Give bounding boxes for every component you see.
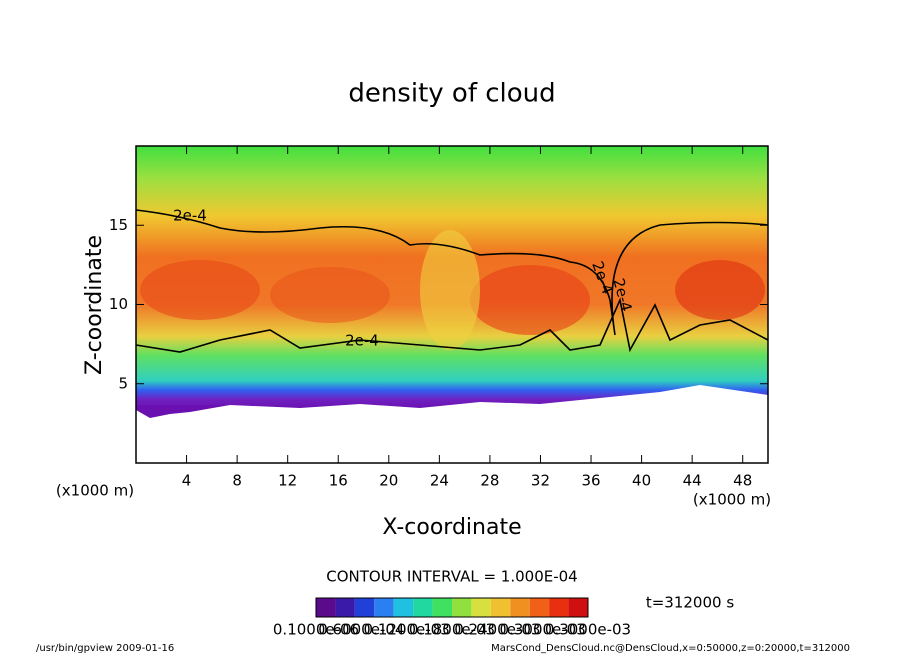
y-tick-label: 5 bbox=[118, 374, 128, 392]
colorbar-swatch bbox=[549, 598, 569, 617]
colorbar-label: 0.3000e-03 bbox=[545, 621, 631, 639]
x-axis-label: X-coordinate bbox=[382, 515, 521, 540]
colorbar-label: 0.3000e-03 bbox=[500, 621, 586, 639]
contour-label: 2e-4 bbox=[345, 332, 379, 350]
x-tick-label: 48 bbox=[733, 472, 752, 490]
x-tick-label: 36 bbox=[581, 472, 600, 490]
x-unit: (x1000 m) bbox=[693, 491, 771, 509]
x-tick-label: 24 bbox=[430, 472, 449, 490]
contour-lines bbox=[135, 209, 769, 353]
contour-label: 2e-4 bbox=[173, 207, 207, 225]
y-axis-label: Z-coordinate bbox=[82, 235, 107, 375]
chart-title: density of cloud bbox=[348, 79, 555, 109]
colorbar-swatch bbox=[490, 598, 511, 617]
y-tick-label: 10 bbox=[109, 295, 128, 313]
colorbar-swatch bbox=[393, 598, 414, 617]
x-tick-label: 4 bbox=[182, 472, 192, 490]
colorbar-swatch bbox=[335, 598, 355, 617]
x-tick-label: 28 bbox=[480, 472, 499, 490]
footer-left: /usr/bin/gpview 2009-01-16 bbox=[36, 643, 174, 654]
colorbar-swatch bbox=[374, 598, 394, 617]
x-tick-label: 8 bbox=[232, 472, 242, 490]
footer-right: MarsCond_DensCloud.nc@DensCloud,x=0:5000… bbox=[491, 643, 850, 654]
x-tick-label: 32 bbox=[531, 472, 550, 490]
colorbar-swatch bbox=[568, 598, 588, 617]
contour-interval: CONTOUR INTERVAL = 1.000E-04 bbox=[326, 568, 577, 586]
colorbar-frame bbox=[315, 597, 589, 618]
colorbar-label: 0.1800e-03 bbox=[409, 621, 495, 639]
colorbar-label: 0.1000e-06 bbox=[273, 621, 359, 639]
x-tick-label: 40 bbox=[632, 472, 651, 490]
x-unit: (x1000 m) bbox=[56, 482, 134, 500]
colorbar-swatch bbox=[452, 598, 472, 617]
colorbar-label: 0.1200e-03 bbox=[364, 621, 450, 639]
time-label: t=312000 s bbox=[646, 594, 734, 612]
colorbar-swatch bbox=[316, 598, 336, 617]
colorbar-swatch bbox=[354, 598, 375, 617]
y-tick-label: 15 bbox=[109, 216, 128, 234]
colorbar-label: 0.6000e-04 bbox=[318, 621, 404, 639]
colorbar-swatch bbox=[471, 598, 491, 617]
colorbar-swatch bbox=[413, 598, 433, 617]
x-tick-label: 12 bbox=[278, 472, 297, 490]
x-tick-label: 20 bbox=[379, 472, 398, 490]
x-tick-label: 44 bbox=[683, 472, 702, 490]
colorbar-label: 0.2400e-03 bbox=[454, 621, 540, 639]
colorbar-swatch bbox=[510, 598, 530, 617]
colorbar-swatch bbox=[529, 598, 550, 617]
colorbar-swatch bbox=[432, 598, 452, 617]
field bbox=[136, 146, 768, 463]
x-tick-label: 16 bbox=[329, 472, 348, 490]
